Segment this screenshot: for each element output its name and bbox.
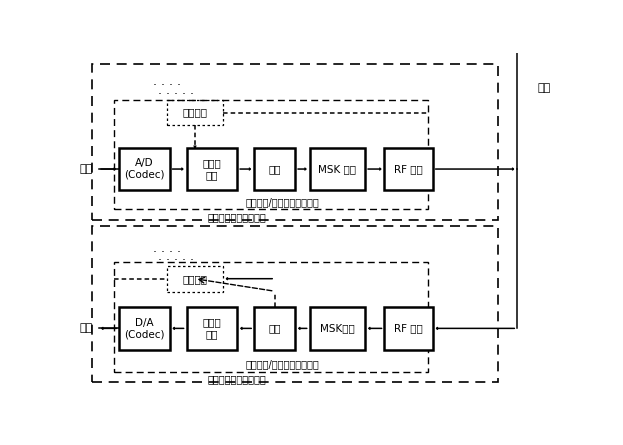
Text: · · · ·: · · · · [153, 246, 181, 259]
Text: 喇叭: 喇叭 [80, 324, 93, 333]
Text: 数字话音/数据信号处理流程: 数字话音/数据信号处理流程 [245, 360, 320, 370]
Text: 声码器
编码: 声码器 编码 [202, 158, 221, 180]
Text: 数据业务: 数据业务 [183, 108, 207, 117]
Text: 数据业务: 数据业务 [183, 274, 207, 284]
Text: 声码器
解码: 声码器 解码 [202, 318, 221, 339]
Text: 数字话音/数据信号处理流程: 数字话音/数据信号处理流程 [245, 197, 320, 207]
Text: 麦克: 麦克 [80, 164, 93, 174]
Text: 模拟话音信号处理流程: 模拟话音信号处理流程 [208, 212, 267, 222]
Bar [119, 307, 169, 350]
Text: 拆帧: 拆帧 [269, 324, 281, 333]
Text: D/A
(Codec): D/A (Codec) [124, 318, 164, 339]
Bar [119, 148, 169, 190]
Text: A/D
(Codec): A/D (Codec) [124, 158, 164, 180]
Text: RF 调制: RF 调制 [394, 164, 423, 174]
Text: 模拟话音信号处理流程: 模拟话音信号处理流程 [208, 375, 267, 384]
Bar [310, 148, 365, 190]
Bar [186, 148, 237, 190]
Text: MSK解匿: MSK解匿 [320, 324, 354, 333]
Text: 组帧: 组帧 [269, 164, 281, 174]
Text: RF 解调: RF 解调 [394, 324, 423, 333]
Bar [254, 307, 295, 350]
Bar [310, 307, 365, 350]
Text: · · · · ·: · · · · · [158, 88, 194, 101]
Text: · · · · ·: · · · · · [158, 254, 194, 267]
Bar [384, 307, 433, 350]
Text: 天线: 天线 [537, 83, 551, 93]
Text: MSK 调制: MSK 调制 [318, 164, 356, 174]
Bar [186, 307, 237, 350]
Text: · · · ·: · · · · [153, 80, 181, 93]
Bar [384, 148, 433, 190]
Bar [254, 148, 295, 190]
